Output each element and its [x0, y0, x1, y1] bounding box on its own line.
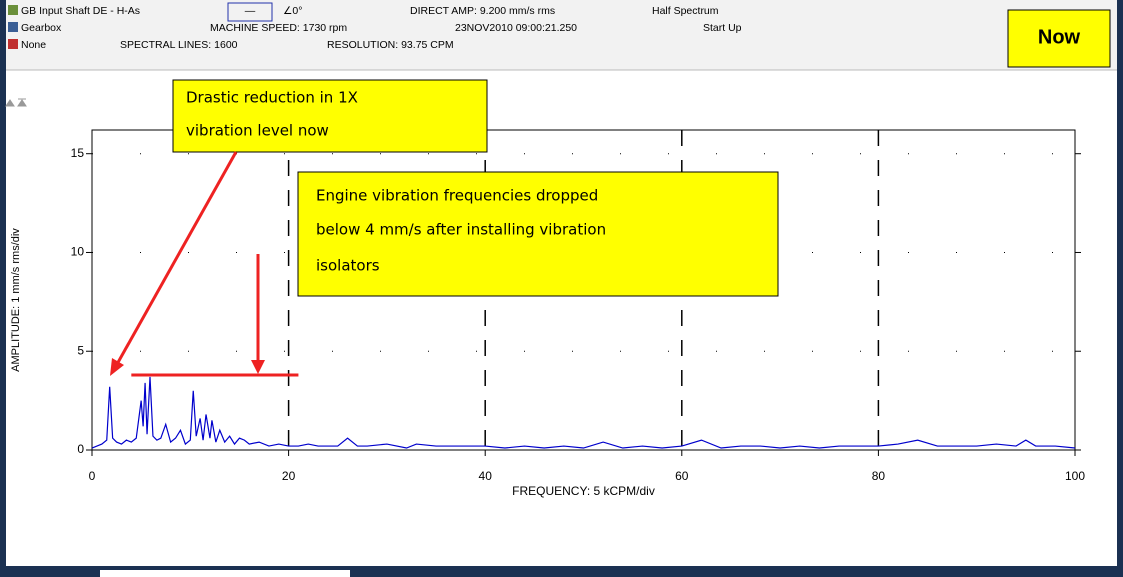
- x-tick-label: 100: [1065, 469, 1085, 483]
- x-tick-label: 20: [282, 469, 296, 483]
- header-text: Start Up: [703, 22, 742, 34]
- annotation-text: below 4 mm/s after installing vibration: [316, 221, 606, 239]
- header-text: Half Spectrum: [652, 5, 719, 17]
- annotation-box: [172, 79, 488, 153]
- x-tick-label: 80: [872, 469, 886, 483]
- x-axis-label: FREQUENCY: 5 kCPM/div: [512, 484, 655, 498]
- plot-frame: [91, 129, 1076, 451]
- header-text: —: [245, 5, 256, 17]
- now-box: [1007, 9, 1111, 68]
- annotation-text: vibration level now: [186, 122, 329, 140]
- header-text: MACHINE SPEED: 1730 rpm: [210, 22, 347, 34]
- annotation-text: Engine vibration frequencies dropped: [316, 187, 598, 205]
- annotation-text: isolators: [316, 257, 380, 275]
- x-tick-label: 0: [89, 469, 96, 483]
- y-tick-label: 10: [71, 245, 85, 259]
- y-tick-label: 0: [77, 442, 84, 456]
- icon: [8, 39, 18, 49]
- header-band: [6, 0, 1117, 70]
- x-tick-label: 40: [479, 469, 493, 483]
- header-text: Gearbox: [21, 22, 62, 34]
- scroll-icons: [5, 98, 27, 107]
- annotation-text: Drastic reduction in 1X: [186, 89, 358, 107]
- icon: [8, 22, 18, 32]
- y-tick-label: 5: [77, 343, 84, 357]
- annotation-box: [297, 171, 779, 297]
- trace-style-box: [227, 2, 273, 22]
- arrow-head: [110, 358, 124, 376]
- header-text: DIRECT AMP: 9.200 mm/s rms: [410, 5, 555, 17]
- header-text: 23NOV2010 09:00:21.250: [455, 22, 577, 34]
- now-label: Now: [1038, 26, 1081, 48]
- arrow-head: [251, 360, 265, 374]
- header-text: None: [21, 39, 46, 51]
- x-tick-label: 60: [675, 469, 689, 483]
- icon: [8, 5, 18, 15]
- y-axis-label: AMPLITUDE: 1 mm/s rms/div: [10, 228, 22, 372]
- arrow: [114, 151, 238, 367]
- header-text: RESOLUTION: 93.75 CPM: [327, 39, 454, 51]
- y-tick-label: 15: [71, 146, 85, 160]
- taskbar-box: [100, 570, 350, 577]
- header-text: SPECTRAL LINES: 1600: [120, 39, 238, 51]
- spectrum-line: [91, 376, 1076, 449]
- header-text: GB Input Shaft DE - H-As: [21, 5, 140, 17]
- header-text: ∠0°: [283, 5, 302, 17]
